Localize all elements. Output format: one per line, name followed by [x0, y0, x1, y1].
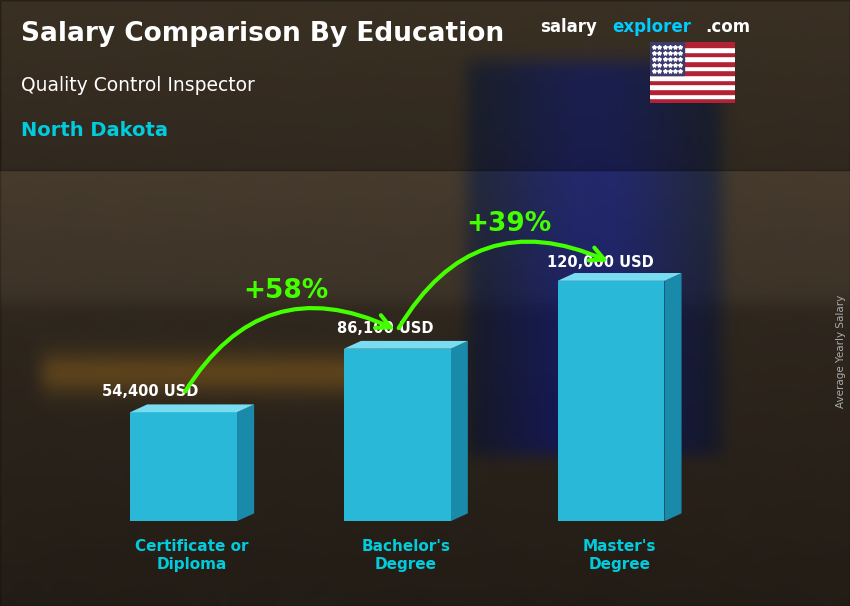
- Text: explorer: explorer: [612, 18, 691, 36]
- Polygon shape: [344, 341, 468, 348]
- Text: Bachelor's
Degree: Bachelor's Degree: [361, 539, 450, 572]
- Text: Salary Comparison By Education: Salary Comparison By Education: [21, 21, 504, 47]
- Text: 120,000 USD: 120,000 USD: [547, 255, 654, 270]
- Bar: [650, 98, 735, 103]
- Bar: [650, 84, 735, 89]
- Bar: [650, 65, 735, 70]
- Bar: [650, 47, 735, 52]
- Polygon shape: [665, 273, 682, 521]
- Text: Quality Control Inspector: Quality Control Inspector: [21, 76, 255, 95]
- Polygon shape: [237, 404, 254, 521]
- Bar: [0, 0, 850, 170]
- Polygon shape: [130, 404, 254, 412]
- Bar: [650, 80, 735, 84]
- Bar: [130, 412, 237, 521]
- Bar: [650, 52, 735, 56]
- Text: +39%: +39%: [466, 210, 551, 236]
- Text: Average Yearly Salary: Average Yearly Salary: [836, 295, 846, 408]
- Bar: [344, 348, 450, 521]
- Text: salary: salary: [540, 18, 597, 36]
- Polygon shape: [450, 341, 468, 521]
- Text: Certificate or
Diploma: Certificate or Diploma: [135, 539, 249, 572]
- Bar: [558, 281, 665, 521]
- Bar: [650, 89, 735, 94]
- Bar: [650, 70, 735, 75]
- Bar: [650, 42, 735, 47]
- Text: .com: .com: [706, 18, 751, 36]
- Text: 86,100 USD: 86,100 USD: [337, 321, 434, 336]
- Text: +58%: +58%: [244, 278, 329, 304]
- Bar: [650, 75, 735, 80]
- Bar: [650, 61, 735, 65]
- Text: Master's
Degree: Master's Degree: [583, 539, 656, 572]
- Text: North Dakota: North Dakota: [21, 121, 168, 140]
- Text: 54,400 USD: 54,400 USD: [102, 384, 199, 399]
- Bar: [650, 56, 735, 61]
- Bar: [650, 42, 684, 75]
- Polygon shape: [558, 273, 682, 281]
- Bar: [650, 94, 735, 98]
